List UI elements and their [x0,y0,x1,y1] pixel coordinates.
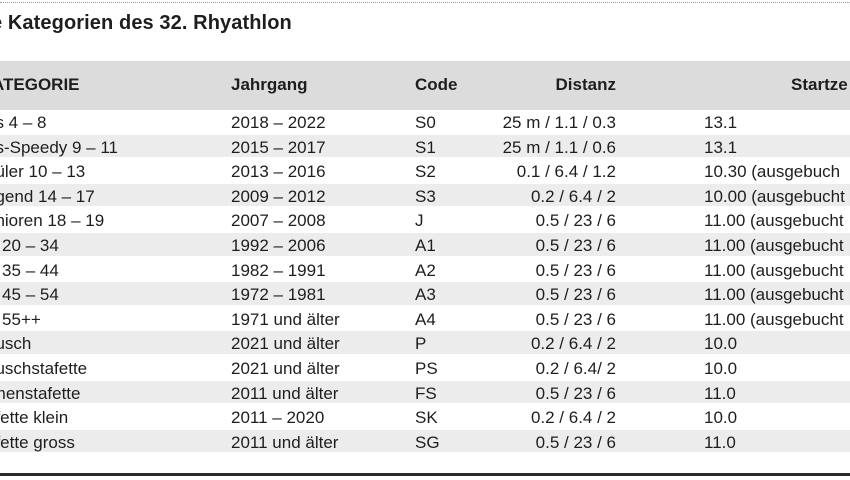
cell-distanz: 0.5 / 23 / 6 [535,235,616,255]
cell-distanz: 0.2 / 6.4 / 2 [530,334,616,354]
table-row: ds-Speedy 9 – 11 2015 – 2017 S1 25 m / 1.1 … [0,134,850,160]
cell-kategorie: ausch [0,334,32,354]
cell-distanz: 0.2 / 6.4/ 2 [535,358,616,378]
table-row: ausch 2021 und älter P 0.2 / 6.4 / 2 10.0 [0,331,850,356]
cell-jahrgang: 1971 und älter [231,309,340,329]
cell-kategorie: hüler 10 – 13 [0,162,86,182]
cell-kategorie: K 20 – 34 [0,235,59,255]
cell-distanz: 0.5 / 23 / 6 [535,432,616,452]
table-body: ds 4 – 8 2018 – 2022 S0 25 m / 1.1 / 0.3 13.… [0,110,850,455]
cell-code: A1 [415,235,436,255]
table-row: K 45 – 54 1972 – 1981 A3 0.5 / 23 / 6 11.00 … [0,282,850,307]
cell-distanz: 25 m / 1.1 / 0.6 [502,137,616,157]
cell-startzeit: 11.0 [704,383,736,403]
cell-kategorie: rmenstafette [0,383,81,403]
table-row: ds 4 – 8 2018 – 2022 S0 25 m / 1.1 / 0.3 13.… [0,110,850,135]
cell-kategorie: ugend 14 – 17 [0,186,95,206]
cell-startzeit: 11.0 [704,432,736,452]
header-startzeit: Startze [791,75,848,94]
cell-distanz: 0.5 / 23 / 6 [535,285,616,305]
cell-kategorie: ds-Speedy 9 – 11 [0,137,118,157]
cell-kategorie: unioren 18 – 19 [0,211,105,231]
cell-distanz: 0.5 / 23 / 6 [535,260,616,280]
header-distanz: Distanz [555,75,616,94]
cell-startzeit: 10.0 [704,408,738,428]
cell-code: A2 [415,260,436,280]
cell-distanz: 0.5 / 23 / 6 [535,211,616,231]
cell-code: SG [415,432,440,452]
cell-code: P [415,334,427,354]
cell-startzeit: 10.30 (ausgebuch [704,162,841,182]
cell-startzeit: 11.00 (ausgebucht [704,235,844,255]
cell-code: FS [415,383,437,403]
table-row: K 35 – 44 1982 – 1991 A2 0.5 / 23 / 6 11.00 … [0,257,850,283]
cell-code: SK [415,408,438,428]
table-header: ATEGORIE Jahrgang Code Distanz Startze [0,61,850,110]
cell-jahrgang: 2011 und älter [231,432,339,452]
cell-kategorie: K 45 – 54 [0,285,59,305]
cell-code: A3 [415,285,436,305]
cell-kategorie: afette klein [0,408,69,428]
cell-distanz: 0.2 / 6.4 / 2 [530,186,616,206]
cell-distanz: 0.5 / 23 / 6 [535,309,616,329]
cell-startzeit: 10.00 (ausgebucht [704,186,845,206]
table-row: hüler 10 – 13 2013 – 2016 S2 0.1 / 6.4 / 1.… [0,159,850,184]
table-row: auschstafette 2021 und älter PS 0.2 / 6.4/ … [0,355,850,381]
header-code: Code [415,75,458,94]
cell-kategorie: K 35 – 44 [0,260,59,280]
cell-startzeit: 11.00 (ausgebucht [704,260,844,280]
cell-jahrgang: 1982 – 1991 [231,260,326,280]
table-row: K 20 – 34 1992 – 2006 A1 0.5 / 23 / 6 11.00 … [0,232,850,258]
cell-distanz: 0.5 / 23 / 6 [535,383,616,403]
table-row: afette gross 2011 und älter SG 0.5 / 23 / 6… [0,429,850,455]
cell-kategorie: ds 4 – 8 [0,113,47,132]
cell-kategorie: auschstafette [0,358,88,378]
table-row: rmenstafette 2011 und älter FS 0.5 / 23 / 6… [0,380,850,406]
header-jahrgang: Jahrgang [231,75,308,94]
cell-code: S2 [415,162,436,182]
table-row: afette klein 2011 – 2020 SK 0.2 / 6.4 / 2 10… [0,405,850,430]
cell-startzeit: 11.00 (ausgebucht [704,211,844,231]
cell-code: S1 [415,137,436,157]
cell-jahrgang: 2021 und älter [231,334,340,354]
table-row: ugend 14 – 17 2009 – 2012 S3 0.2 / 6.4 / 2 1… [0,183,850,209]
cell-jahrgang: 2015 – 2017 [231,137,326,157]
cell-jahrgang: 2011 – 2020 [231,408,325,428]
cell-jahrgang: 2007 – 2008 [231,211,326,231]
cell-distanz: 0.2 / 6.4 / 2 [530,408,616,428]
cell-kategorie: K 55++ [0,309,41,329]
cell-code: S3 [415,186,436,206]
cell-jahrgang: 1992 – 2006 [231,235,326,255]
cell-startzeit: 11.00 (ausgebucht [704,285,844,305]
bottom-rule [0,473,850,476]
cell-jahrgang: 1972 – 1981 [231,285,326,305]
cell-startzeit: 13.1 [704,137,738,157]
page-title: e Kategorien des 32. Rhyathlon [0,12,292,34]
cell-distanz: 25 m / 1.1 / 0.3 [502,113,616,132]
cell-startzeit: 11.00 (ausgebucht [704,309,844,329]
cell-jahrgang: 2013 – 2016 [231,162,326,182]
cell-jahrgang: 2011 und älter [231,383,339,403]
table-row: K 55++ 1971 und älter A4 0.5 / 23 / 6 11.00 … [0,306,850,332]
cell-code: PS [415,358,438,378]
cell-kategorie: afette gross [0,432,75,452]
cell-startzeit: 10.0 [704,334,738,354]
cell-distanz: 0.1 / 6.4 / 1.2 [516,162,616,182]
cell-startzeit: 10.0 [704,358,738,378]
cell-code: J [415,211,424,231]
cell-jahrgang: 2021 und älter [231,358,340,378]
header-kategorie: ATEGORIE [0,75,80,94]
cell-jahrgang: 2018 – 2022 [231,113,326,132]
top-dotted-rule [0,2,850,3]
table-row: unioren 18 – 19 2007 – 2008 J 0.5 / 23 / 6 1… [0,208,850,233]
cell-startzeit: 13.1 [704,113,738,132]
cell-code: A4 [415,309,436,329]
cell-jahrgang: 2009 – 2012 [231,186,326,206]
cell-code: S0 [415,113,436,132]
